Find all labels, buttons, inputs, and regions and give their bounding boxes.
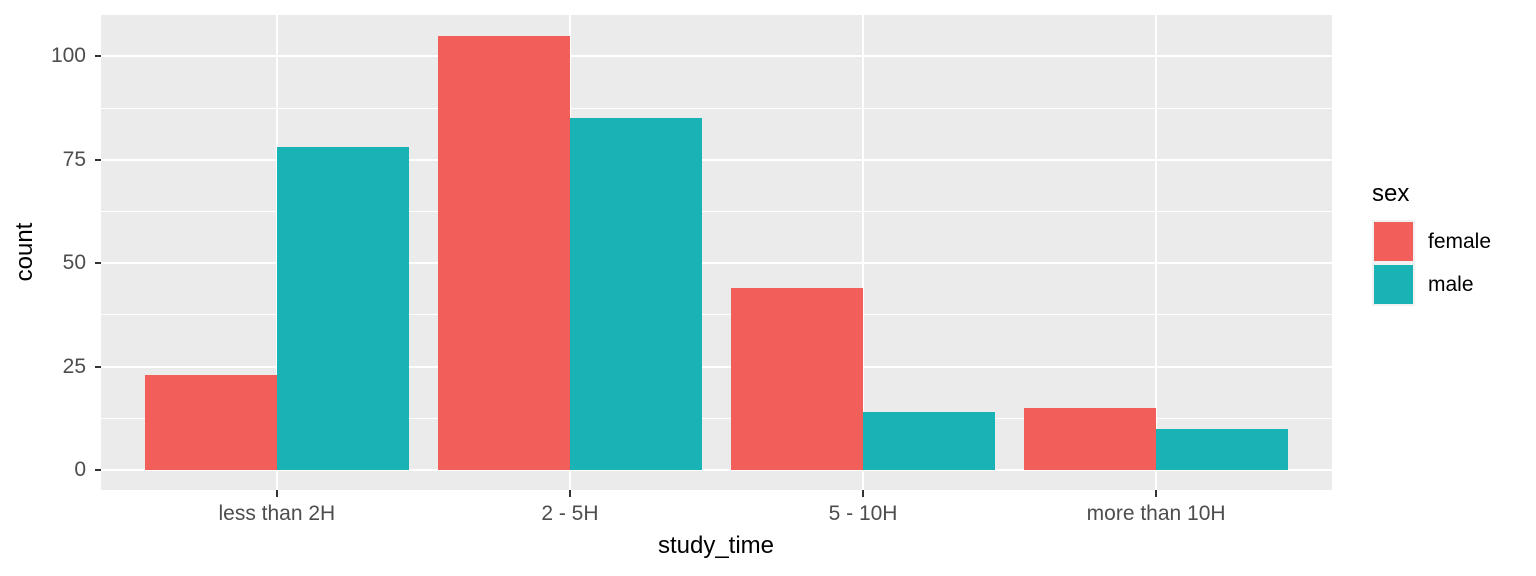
y-tick-label: 0 (74, 458, 86, 481)
y-tick-mark (95, 262, 101, 265)
legend: sex female male (1372, 180, 1491, 306)
x-axis-title: study_time (657, 532, 775, 559)
bar-male-3 (863, 412, 995, 470)
y-tick-mark (95, 469, 101, 471)
x-tick-mark (862, 490, 865, 497)
plot-panel (101, 15, 1332, 490)
legend-key (1372, 220, 1415, 263)
x-tick-label: 5 - 10H (828, 502, 898, 525)
y-major-gridline (101, 158, 1332, 161)
bar-female-3 (731, 288, 864, 470)
bar-male-4 (1156, 428, 1289, 470)
legend-label: female (1428, 229, 1492, 253)
y-minor-gridline (101, 107, 1332, 109)
x-tick-label: more than 10H (1086, 502, 1226, 525)
y-tick-label: 75 (62, 147, 86, 171)
legend-title: sex (1372, 180, 1410, 207)
y-tick-label: 50 (62, 251, 86, 275)
y-major-gridline (101, 262, 1332, 265)
y-major-gridline (101, 365, 1332, 368)
legend-item-male: male (1372, 263, 1491, 306)
y-major-gridline (101, 469, 1332, 471)
x-tick-label: less than 2H (218, 502, 336, 525)
legend-key (1372, 263, 1415, 306)
y-tick-label: 100 (50, 44, 86, 68)
legend-items: female male (1372, 220, 1491, 306)
y-axis-title: count (11, 222, 38, 282)
bar-female-1 (144, 374, 277, 470)
x-major-gridline (862, 15, 865, 490)
x-major-gridline (1155, 15, 1158, 490)
bar-male-2 (569, 118, 702, 470)
bar-female-2 (438, 35, 570, 470)
bar-female-4 (1024, 407, 1157, 470)
y-minor-gridline (101, 417, 1332, 419)
y-tick-label: 25 (62, 354, 86, 378)
y-tick-mark (95, 55, 101, 58)
y-tick-mark (95, 158, 101, 161)
y-major-gridline (101, 55, 1332, 58)
legend-item-female: female (1372, 220, 1491, 263)
x-tick-mark (1155, 490, 1158, 497)
x-tick-label: 2 - 5H (541, 502, 599, 525)
legend-swatch-female (1374, 222, 1413, 261)
x-tick-mark (275, 490, 278, 497)
y-tick-mark (95, 365, 101, 368)
y-minor-gridline (101, 314, 1332, 316)
y-minor-gridline (101, 211, 1332, 212)
x-tick-mark (568, 490, 571, 497)
legend-label: male (1428, 272, 1474, 296)
bar-male-1 (276, 147, 409, 470)
legend-swatch-male (1374, 265, 1413, 304)
